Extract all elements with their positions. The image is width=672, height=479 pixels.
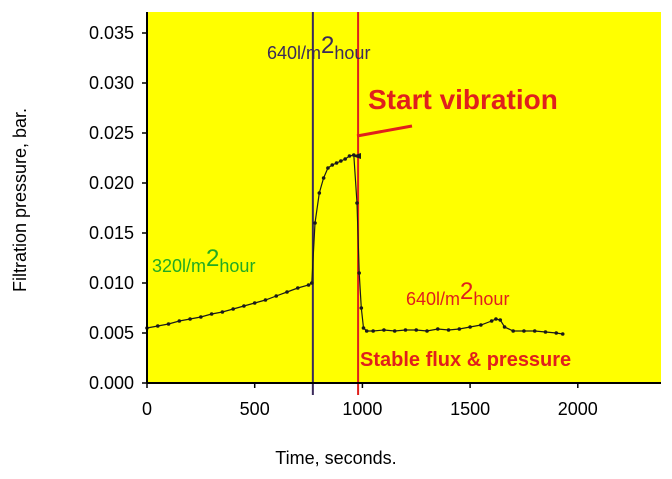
data-point (403, 328, 408, 332)
data-point (392, 329, 397, 333)
arrowhead-marker (352, 153, 361, 159)
start-vibration-annotation: Start vibration (368, 84, 558, 115)
y-tick-label: 0.010 (89, 273, 134, 293)
data-point (199, 315, 203, 319)
data-point (479, 323, 483, 327)
data-point (382, 328, 386, 332)
data-point (220, 310, 225, 314)
data-point (446, 328, 451, 332)
x-tick-label: 500 (240, 399, 270, 419)
y-tick-label: 0.000 (89, 373, 134, 393)
data-point (361, 326, 366, 330)
data-point (252, 301, 257, 305)
flux-320-annotation: 320l/m2hour (152, 245, 255, 276)
data-point (502, 325, 507, 329)
data-point (155, 324, 160, 328)
data-point (522, 329, 526, 333)
data-point (498, 318, 503, 322)
data-point (285, 290, 289, 294)
data-point (343, 157, 347, 161)
flux-640-right-annotation: 640l/m2hour (406, 278, 509, 309)
data-point (326, 166, 330, 170)
data-point (334, 161, 339, 165)
data-point (560, 332, 565, 336)
data-point (511, 329, 515, 333)
y-tick-label: 0.020 (89, 173, 134, 193)
x-axis-label: Time, seconds. (275, 448, 396, 468)
flux-640-top-annotation: 640l/m2hour (267, 32, 370, 63)
data-point (317, 191, 322, 195)
data-point (359, 306, 364, 310)
x-tick-label: 1000 (342, 399, 382, 419)
y-tick-label: 0.030 (89, 73, 134, 93)
x-tick-label: 0 (142, 399, 152, 419)
x-tick-label: 2000 (558, 399, 598, 419)
data-point (532, 329, 537, 333)
data-point (435, 327, 440, 331)
start-vibration-pointer (356, 124, 413, 138)
y-axis-label: Filtration pressure, bar. (10, 108, 30, 292)
data-point (414, 328, 419, 332)
data-point (364, 329, 369, 333)
data-point (321, 176, 326, 180)
plot-background (147, 12, 661, 382)
stable-flux-annotation: Stable flux & pressure (360, 349, 571, 371)
data-point (209, 312, 214, 316)
data-point (339, 159, 343, 163)
data-point (355, 201, 359, 205)
data-point (309, 281, 314, 285)
data-point (357, 271, 361, 275)
data-point (494, 317, 498, 321)
data-point (295, 286, 300, 290)
data-point (263, 298, 268, 302)
y-tick-label: 0.025 (89, 123, 134, 143)
data-point (330, 163, 335, 167)
data-point (371, 329, 375, 333)
data-point (231, 307, 235, 311)
data-point (306, 283, 311, 287)
data-point (313, 221, 317, 225)
data-point (188, 317, 192, 321)
y-tick-label: 0.005 (89, 323, 134, 343)
data-point (347, 154, 352, 158)
data-point (457, 327, 462, 331)
data-point (489, 319, 494, 323)
data-point (543, 330, 548, 334)
y-tick-label: 0.015 (89, 223, 134, 243)
data-point (242, 304, 246, 308)
y-tick-label: 0.035 (89, 23, 134, 43)
data-point (468, 325, 472, 329)
data-point (554, 331, 559, 335)
data-point (177, 319, 182, 323)
data-point (425, 329, 429, 333)
data-point (166, 322, 171, 326)
x-tick-label: 1500 (450, 399, 490, 419)
data-point (274, 294, 279, 298)
